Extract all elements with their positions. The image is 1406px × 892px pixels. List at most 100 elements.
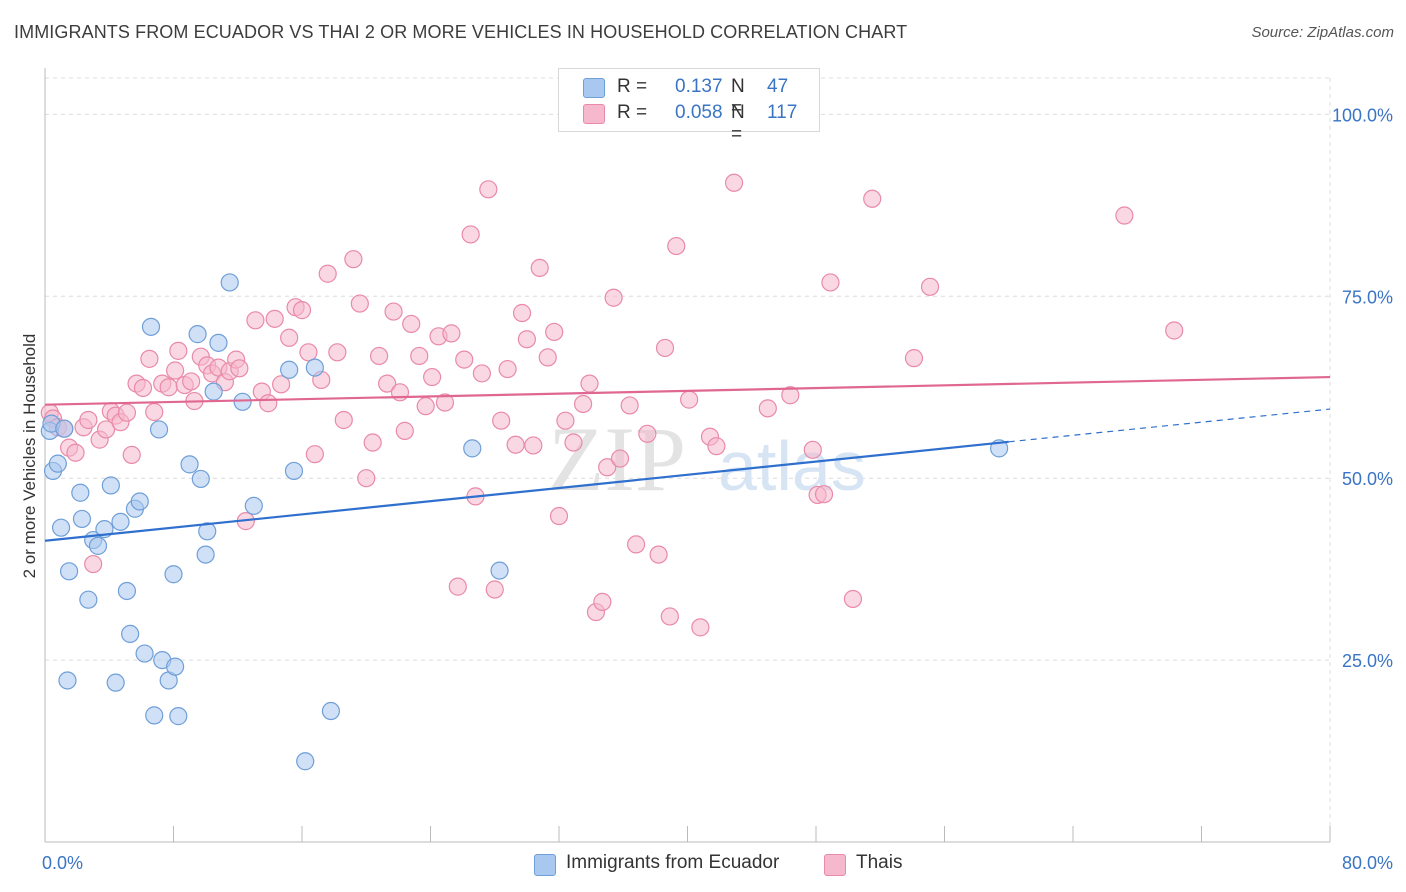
thai-point <box>169 341 188 360</box>
thai-point <box>410 346 429 366</box>
thai-point <box>863 189 882 208</box>
y-axis-label: 2 or more Vehicles in Household <box>20 333 39 579</box>
bottom-legend-swatch-ecuador <box>534 854 556 876</box>
thai-point <box>1115 206 1134 225</box>
thai-point <box>416 397 435 416</box>
thai-point <box>79 410 98 430</box>
thai-point <box>573 394 593 414</box>
ecuador-point <box>164 565 183 584</box>
ecuador-point <box>145 706 164 725</box>
thai-point <box>402 314 421 334</box>
thai-point <box>724 173 744 192</box>
ecuador-point <box>48 454 67 473</box>
thai-point <box>334 410 353 430</box>
thai-point <box>545 322 564 342</box>
thai-point <box>272 375 291 394</box>
legend-n-label: N = <box>731 102 745 145</box>
ecuador-trend-line <box>44 440 1009 542</box>
thai-point <box>182 372 201 391</box>
thai-point <box>472 364 491 383</box>
thai-point <box>292 301 312 320</box>
chart-title: IMMIGRANTS FROM ECUADOR VS THAI 2 OR MOR… <box>14 22 908 42</box>
ecuador-point <box>220 273 239 292</box>
stats-legend: R = 0.137 N = 47 R = 0.058 N = 117 <box>558 68 820 145</box>
ecuador-point <box>188 325 207 344</box>
thai-point <box>246 311 265 330</box>
ecuador-point <box>204 382 223 401</box>
thai-point <box>638 424 657 443</box>
thai-point <box>655 338 675 358</box>
ecuador-point <box>59 562 79 581</box>
thai-point <box>145 402 164 422</box>
x-tick-label: 80.0% <box>1342 853 1393 873</box>
ecuador-point <box>280 360 299 379</box>
thai-point <box>707 437 726 456</box>
bottom-legend-label-ecuador: Immigrants from Ecuador <box>566 852 780 873</box>
watermark-atlas: atlas <box>718 427 866 505</box>
legend-r-label: R = <box>617 76 648 97</box>
thai-point <box>904 349 924 368</box>
ecuador-point <box>284 461 304 481</box>
thai-point <box>821 273 840 292</box>
thai-point <box>479 180 498 199</box>
y-tick-label: 50.0% <box>1342 469 1393 489</box>
legend-swatch-ecuador <box>583 78 605 98</box>
thai-point <box>299 343 318 362</box>
ecuador-point <box>141 317 161 336</box>
thai-point <box>524 436 543 455</box>
legend-r-value: 0.137 <box>675 76 723 97</box>
y-tick-label: 75.0% <box>1342 287 1393 307</box>
ecuador-point <box>463 439 482 458</box>
ecuador-point <box>233 392 252 411</box>
thai-point <box>265 309 284 328</box>
thai-point <box>492 411 511 430</box>
thai-point <box>455 350 474 369</box>
ecuador-point <box>180 455 199 474</box>
ecuador-points <box>40 273 1009 771</box>
thai-point <box>667 236 686 256</box>
thai-point <box>556 411 575 430</box>
thai-point <box>280 328 299 347</box>
ecuador-point <box>321 701 341 721</box>
thai-point <box>166 361 185 380</box>
y-tick-label: 25.0% <box>1342 651 1393 671</box>
ecuador-point <box>191 469 210 489</box>
thai-point <box>448 577 467 596</box>
x-tick-label: 0.0% <box>42 853 83 873</box>
thai-point <box>117 403 137 422</box>
bottom-legend-label-thai: Thais <box>856 852 903 873</box>
ecuador-point <box>58 671 77 690</box>
thai-point <box>506 435 525 454</box>
ecuador-point <box>55 419 74 438</box>
bottom-legend-swatch-thai <box>824 854 846 876</box>
ecuador-point <box>169 707 188 726</box>
thai-point <box>598 458 617 477</box>
ecuador-point <box>121 624 140 644</box>
thai-point <box>691 618 710 637</box>
thai-point <box>259 394 278 413</box>
ecuador-point <box>79 590 98 609</box>
ecuador-point <box>198 522 217 541</box>
thai-point <box>593 592 612 611</box>
thai-point <box>512 303 532 323</box>
ecuador-point <box>88 536 108 555</box>
thai-point <box>843 589 863 609</box>
thai-point <box>498 359 517 379</box>
tick-labels: 25.0% 50.0% 75.0% 100.0% 0.0% 80.0% <box>42 105 1393 873</box>
thai-point <box>328 343 347 362</box>
ecuador-point <box>196 545 215 564</box>
legend-r-value: 0.058 <box>675 102 723 123</box>
thai-point <box>363 433 382 452</box>
ecuador-trend-extension <box>1008 408 1331 443</box>
thai-point <box>649 545 668 564</box>
thai-point <box>357 469 376 488</box>
thai-point <box>140 349 159 368</box>
thai-point <box>610 449 630 468</box>
ecuador-point <box>71 483 90 502</box>
thai-point <box>230 359 249 378</box>
thai-point <box>423 367 442 387</box>
thai-point <box>549 506 569 526</box>
axes <box>44 68 1331 843</box>
thai-point <box>370 346 389 366</box>
thai-point <box>580 374 599 393</box>
